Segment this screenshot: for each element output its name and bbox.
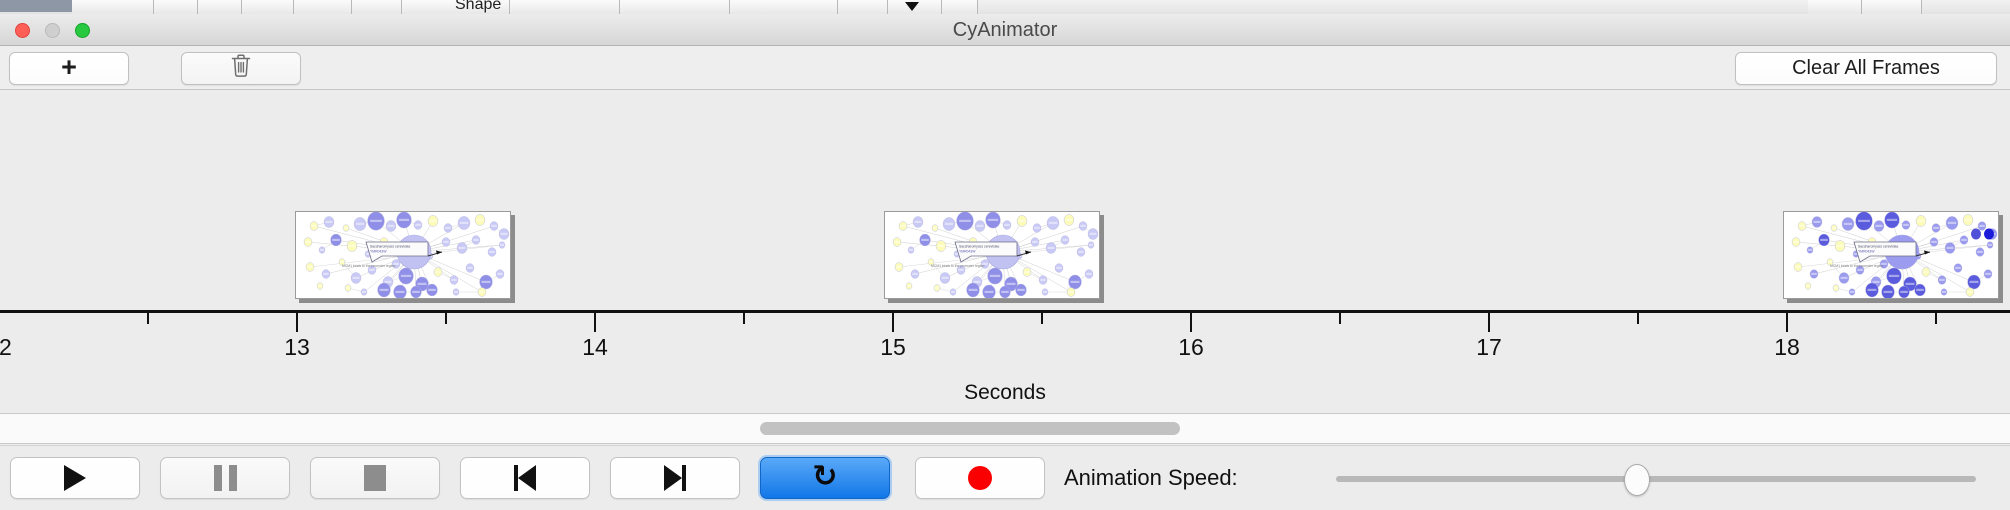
trash-icon xyxy=(230,53,252,84)
record-button[interactable] xyxy=(915,457,1045,499)
record-icon xyxy=(968,466,992,490)
timeline-tick-minor xyxy=(743,313,745,324)
play-button[interactable] xyxy=(10,457,140,499)
timeline-tick-major xyxy=(594,313,596,332)
close-button[interactable] xyxy=(15,23,30,38)
previous-frame-button[interactable] xyxy=(460,457,590,499)
delete-frame-button[interactable] xyxy=(181,52,301,85)
timeline-tick-label: 16 xyxy=(1178,334,1204,360)
frame-thumbnail-3[interactable]: MCM1Saccharomyces cerevisiaeYMR043WMCM1 … xyxy=(1783,211,1999,299)
animation-speed-slider[interactable] xyxy=(1336,476,1976,482)
skip-to-end-icon xyxy=(664,465,686,491)
svg-text:MCM1 binds to the promoter reg: MCM1 binds to the promoter region xyxy=(931,264,984,268)
stop-icon xyxy=(364,465,386,491)
timeline-tick-major xyxy=(892,313,894,332)
timeline-tick-minor xyxy=(1637,313,1639,324)
timeline-tick-major xyxy=(296,313,298,332)
maximize-button[interactable] xyxy=(75,23,90,38)
timeline-tick-minor xyxy=(1041,313,1043,324)
svg-text:YMR043W: YMR043W xyxy=(370,250,387,254)
svg-text:Saccharomyces cerevisiae: Saccharomyces cerevisiae xyxy=(370,245,410,249)
window-title-bar[interactable]: CyAnimator xyxy=(0,14,2010,46)
timeline-tick-minor xyxy=(1935,313,1937,324)
clear-all-frames-label: Clear All Frames xyxy=(1792,57,1940,79)
timeline-tick-minor xyxy=(445,313,447,324)
svg-text:YMR043W: YMR043W xyxy=(959,250,976,254)
next-frame-button[interactable] xyxy=(610,457,740,499)
svg-text:YMR043W: YMR043W xyxy=(1858,250,1875,254)
timeline-tick-label: 14 xyxy=(582,334,608,360)
loop-icon: ↻ xyxy=(812,459,838,494)
timeline-panel[interactable]: MCM1Saccharomyces cerevisiaeYMR043WMCM1 … xyxy=(0,91,2010,414)
svg-text:Saccharomyces cerevisiae: Saccharomyces cerevisiae xyxy=(959,245,999,249)
background-window-selected-cell xyxy=(0,0,72,12)
timeline-tick-minor xyxy=(1339,313,1341,324)
svg-text:MCM1 binds to the promoter reg: MCM1 binds to the promoter region xyxy=(342,264,395,268)
skip-to-start-icon xyxy=(514,465,536,491)
background-window-strip: Shape xyxy=(0,0,2010,14)
timeline-tick-label: 12 xyxy=(0,334,12,360)
add-frame-button[interactable]: + xyxy=(9,52,129,85)
timeline-scrollbar[interactable] xyxy=(0,414,2010,444)
loop-button[interactable]: ↻ xyxy=(760,457,890,499)
timeline-tick-major xyxy=(1488,313,1490,332)
minimize-button[interactable] xyxy=(45,23,60,38)
window-title: CyAnimator xyxy=(952,19,1058,41)
frame-thumbnail-1[interactable]: MCM1Saccharomyces cerevisiaeYMR043WMCM1 … xyxy=(295,211,511,299)
clear-all-frames-button[interactable]: Clear All Frames xyxy=(1735,52,1997,85)
playback-toolbar: ↻ Animation Speed: xyxy=(0,445,2010,510)
timeline-axis-title: Seconds xyxy=(964,381,1046,404)
timeline-tick-major xyxy=(1786,313,1788,332)
timeline-tick-label: 18 xyxy=(1774,334,1800,360)
timeline-axis xyxy=(0,310,2010,313)
frames-toolbar: + Clear All Frames xyxy=(0,46,2010,90)
timeline-scrollbar-thumb[interactable] xyxy=(760,422,1180,435)
timeline-tick-minor xyxy=(147,313,149,324)
timeline-tick-major xyxy=(1190,313,1192,332)
svg-text:MCM1 binds to the promoter reg: MCM1 binds to the promoter region xyxy=(1830,264,1883,268)
animation-speed-slider-thumb[interactable] xyxy=(1623,464,1650,496)
stop-button[interactable] xyxy=(310,457,440,499)
background-window-label: Shape xyxy=(455,0,502,13)
pause-button[interactable] xyxy=(160,457,290,499)
animation-speed-label: Animation Speed: xyxy=(1064,465,1238,490)
frame-thumbnail-2[interactable]: MCM1Saccharomyces cerevisiaeYMR043WMCM1 … xyxy=(884,211,1100,299)
plus-icon: + xyxy=(61,51,77,82)
timeline-tick-label: 13 xyxy=(284,334,310,360)
pause-icon xyxy=(213,465,237,491)
timeline-tick-label: 15 xyxy=(880,334,906,360)
svg-text:Saccharomyces cerevisiae: Saccharomyces cerevisiae xyxy=(1858,245,1898,249)
timeline-tick-label: 17 xyxy=(1476,334,1502,360)
background-window-sort-arrow xyxy=(905,2,919,11)
play-icon xyxy=(64,465,86,491)
